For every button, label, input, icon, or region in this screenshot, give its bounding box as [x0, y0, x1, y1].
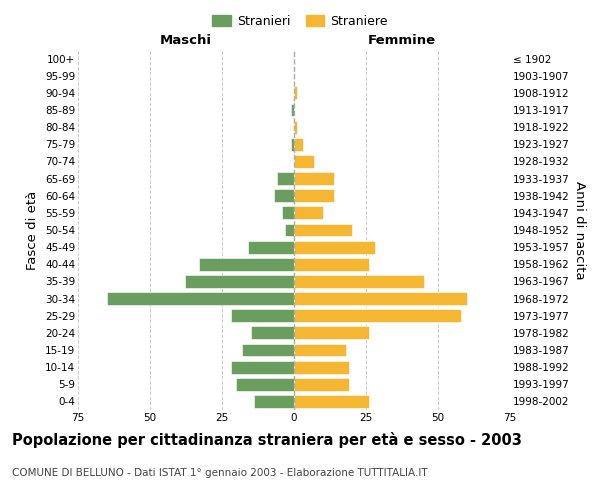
Bar — [294, 206, 323, 220]
Bar — [294, 224, 352, 236]
Bar — [294, 395, 369, 408]
Bar — [294, 86, 297, 100]
Bar — [294, 360, 349, 374]
Bar — [294, 155, 314, 168]
Bar — [294, 275, 424, 288]
Bar — [248, 240, 294, 254]
Bar — [294, 138, 302, 150]
Bar — [254, 395, 294, 408]
Bar — [294, 378, 349, 390]
Y-axis label: Anni di nascita: Anni di nascita — [573, 180, 586, 280]
Bar — [294, 344, 346, 356]
Bar — [277, 172, 294, 185]
Bar — [236, 378, 294, 390]
Bar — [294, 258, 369, 270]
Bar — [185, 275, 294, 288]
Bar — [294, 310, 461, 322]
Bar — [294, 240, 374, 254]
Bar — [294, 120, 297, 134]
Bar — [294, 292, 467, 305]
Text: COMUNE DI BELLUNO - Dati ISTAT 1° gennaio 2003 - Elaborazione TUTTITALIA.IT: COMUNE DI BELLUNO - Dati ISTAT 1° gennai… — [12, 468, 428, 477]
Bar — [242, 344, 294, 356]
Bar — [291, 138, 294, 150]
Bar — [230, 310, 294, 322]
Text: Popolazione per cittadinanza straniera per età e sesso - 2003: Popolazione per cittadinanza straniera p… — [12, 432, 522, 448]
Bar — [286, 224, 294, 236]
Bar — [199, 258, 294, 270]
Bar — [294, 190, 334, 202]
Text: Femmine: Femmine — [368, 34, 436, 46]
Bar — [294, 172, 334, 185]
Y-axis label: Fasce di età: Fasce di età — [26, 190, 40, 270]
Bar — [251, 326, 294, 340]
Bar — [274, 190, 294, 202]
Bar — [107, 292, 294, 305]
Bar — [291, 104, 294, 117]
Bar — [294, 326, 369, 340]
Legend: Stranieri, Straniere: Stranieri, Straniere — [208, 11, 392, 32]
Text: Maschi: Maschi — [160, 34, 212, 46]
Bar — [230, 360, 294, 374]
Bar — [283, 206, 294, 220]
